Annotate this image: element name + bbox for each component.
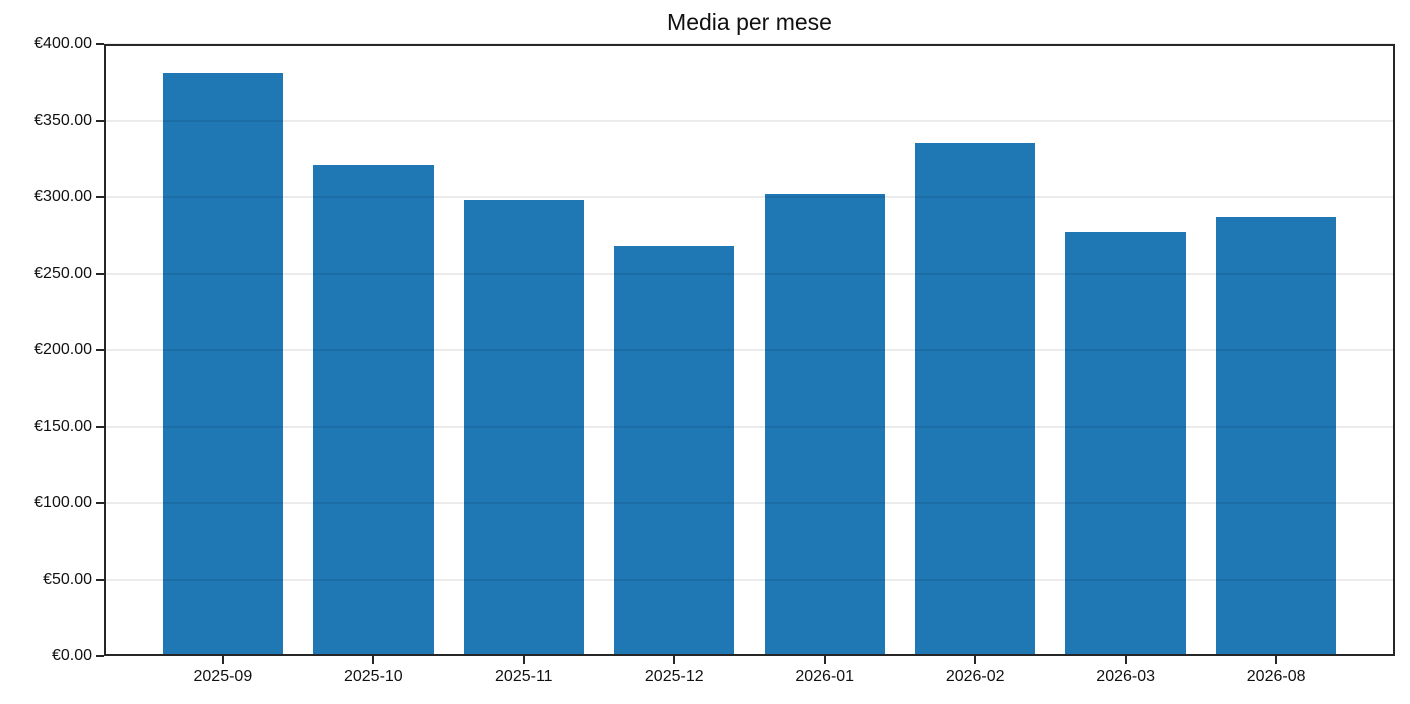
y-tick-mark — [96, 578, 104, 581]
x-tick-mark — [974, 656, 977, 664]
x-tick-label: 2025-10 — [343, 668, 403, 685]
y-tick-mark — [96, 119, 104, 122]
y-tick-mark — [96, 196, 104, 198]
x-tick-label: 2025-12 — [644, 668, 704, 685]
bar-2025-10 — [313, 164, 434, 656]
y-tick-label: €150.00 — [34, 417, 92, 435]
y-tick-mark — [96, 502, 104, 504]
x-tick-label: 2026-03 — [1096, 668, 1156, 685]
bar-2025-12 — [614, 245, 735, 656]
y-tick-label: €100.00 — [34, 494, 92, 511]
x-tick-mark — [522, 656, 525, 664]
gridline — [104, 272, 1395, 275]
gridline — [104, 425, 1395, 428]
gridline — [104, 349, 1395, 351]
y-tick-label: €350.00 — [34, 111, 92, 129]
plot-spine-bottom — [104, 654, 1395, 656]
y-tick-mark — [96, 272, 104, 275]
x-tick-mark — [823, 656, 826, 664]
chart-title: Media per mese — [667, 9, 832, 35]
plot-spine-top — [104, 44, 1395, 46]
plot-area — [104, 43, 1395, 656]
x-tick-mark — [221, 656, 224, 664]
x-tick-mark — [1275, 656, 1278, 664]
x-tick-mark — [372, 656, 375, 664]
bar-2025-11 — [463, 200, 584, 656]
bar-2026-01 — [764, 193, 885, 656]
gridline — [104, 119, 1395, 122]
gridline — [104, 578, 1395, 581]
bar-2026-02 — [915, 143, 1036, 656]
x-tick-label: 2025-11 — [495, 668, 553, 685]
y-tick-label: €250.00 — [34, 264, 92, 282]
bar-2025-09 — [162, 73, 284, 656]
y-tick-label: €0.00 — [51, 647, 92, 664]
y-tick-label: €300.00 — [34, 188, 92, 205]
y-tick-label: €400.00 — [34, 35, 92, 52]
y-tick-mark — [96, 425, 104, 428]
y-tick-mark — [96, 349, 104, 351]
y-tick-label: €200.00 — [34, 341, 92, 358]
y-tick-mark — [96, 43, 104, 45]
gridline — [104, 502, 1395, 504]
x-tick-label: 2025-09 — [193, 668, 253, 685]
x-tick-label: 2026-02 — [945, 668, 1005, 685]
bar-2026-08 — [1215, 216, 1337, 656]
x-tick-label: 2026-08 — [1246, 668, 1306, 685]
x-tick-mark — [1124, 656, 1127, 664]
x-tick-label: 2026-01 — [795, 668, 855, 685]
bar-2026-03 — [1065, 232, 1186, 656]
plot-spine-right — [1393, 44, 1395, 656]
gridline — [104, 196, 1395, 198]
x-tick-mark — [673, 656, 676, 664]
plot-spine-left — [104, 44, 106, 656]
y-tick-label: €50.00 — [43, 570, 92, 588]
y-tick-mark — [96, 655, 104, 657]
